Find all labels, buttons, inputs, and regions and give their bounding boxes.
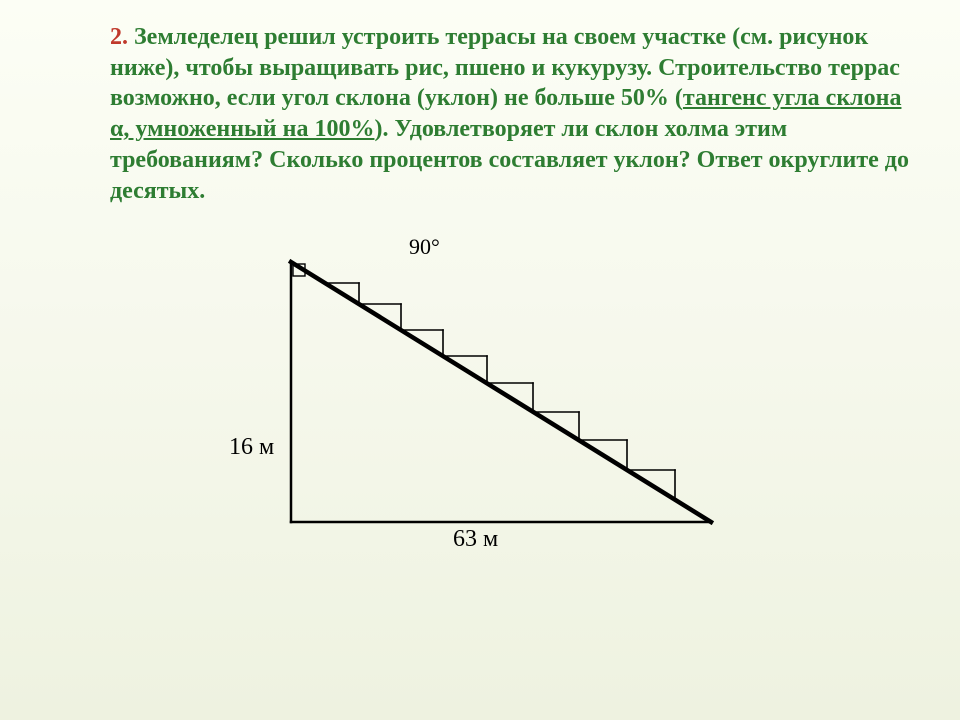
diagram-svg bbox=[281, 242, 741, 542]
problem-number: 2. bbox=[110, 24, 128, 50]
diagram: 90° 16 м 63 м bbox=[281, 242, 741, 552]
angle-90-label: 90° bbox=[409, 234, 440, 260]
problem-text: 2. Земледелец решил устроить террасы на … bbox=[110, 22, 912, 206]
base-label: 63 м bbox=[453, 526, 498, 553]
slide-container: 2. Земледелец решил устроить террасы на … bbox=[0, 0, 960, 720]
height-label: 16 м bbox=[229, 434, 274, 461]
